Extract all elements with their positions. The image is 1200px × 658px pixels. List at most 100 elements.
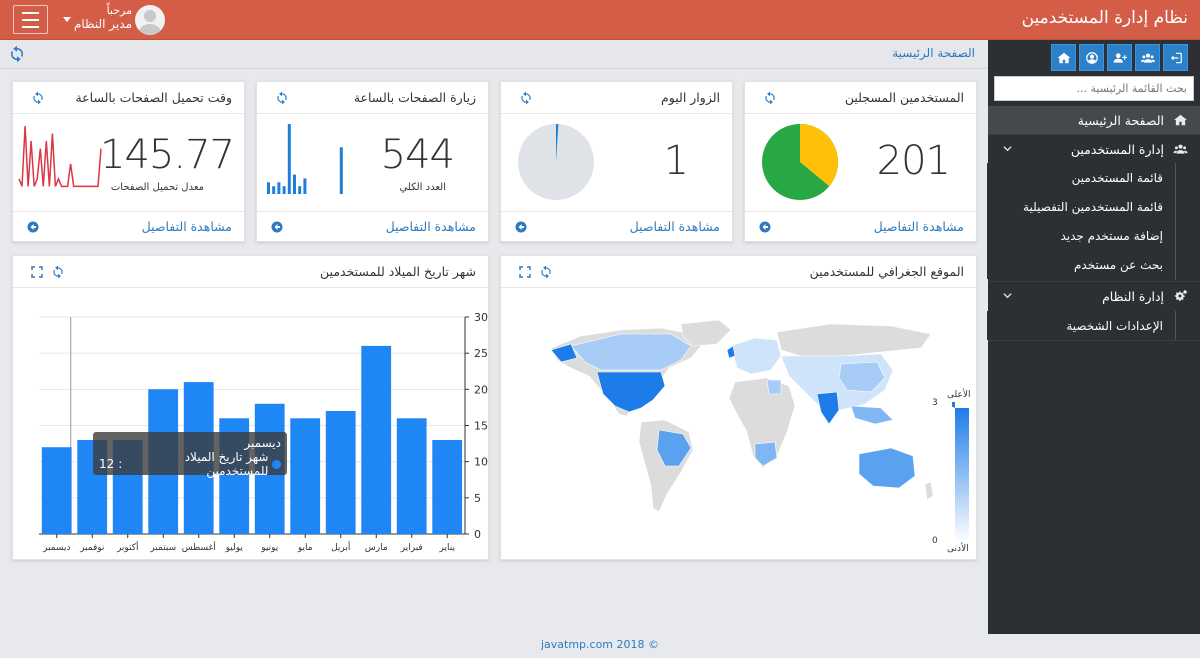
map-region-new-zealand[interactable] [924,481,934,501]
sidebar-subitem-search-user[interactable]: بحث عن مستخدم [987,250,1175,279]
menu-toggle-button[interactable] [13,5,48,34]
card-birth-month-chart: شهر تاريخ الميلاد للمستخدمين 0 5 10 15 20 25 3… [12,255,489,560]
view-details-link[interactable]: مشاهدة التفاصيل [629,219,720,234]
sidebar-subitem-settings[interactable]: الإعدادات الشخصية [987,311,1175,340]
user-menu[interactable]: مرحباً مدير النظام [62,5,166,35]
sidebar-subitem-add-user[interactable]: إضافة مستخدم جديد [987,221,1175,250]
legend-min-value: 0 [932,536,938,546]
view-details-link[interactable]: مشاهدة التفاصيل [141,219,232,234]
card-title: شهر تاريخ الميلاد للمستخدمين [320,264,476,279]
card-title: المستخدمين المسجلين [844,90,964,105]
bar[interactable] [290,418,321,534]
add-user-button[interactable] [1107,44,1132,71]
x-tick-label: سبتمبر [149,543,176,553]
bar[interactable] [361,345,392,534]
chevron-down-icon[interactable] [1003,144,1012,153]
sign-out-button[interactable] [1163,44,1188,71]
map-region-europe[interactable] [730,337,782,375]
expand-icon[interactable] [31,266,43,278]
sidebar-item-users[interactable]: إدارة المستخدمين [988,135,1200,163]
profile-button[interactable] [1079,44,1104,71]
view-details-link[interactable]: مشاهدة التفاصيل [385,219,476,234]
map-region-canada[interactable] [570,333,692,371]
breadcrumb[interactable]: الصفحة الرئيسية [892,46,975,60]
sign-out-icon [1170,52,1182,63]
user-name[interactable]: مدير النظام [73,17,132,31]
bar[interactable] [325,411,356,534]
card-value: 1 [663,138,689,184]
card-title: الزوار اليوم [661,90,720,105]
card-footer[interactable]: مشاهدة التفاصيل [501,211,732,241]
map-region-egypt[interactable] [766,379,782,395]
map-region-australia[interactable] [858,447,916,489]
caret-down-icon[interactable] [63,17,71,22]
breadcrumb-bar: الصفحة الرئيسية [0,40,988,69]
expand-icon[interactable] [519,266,531,278]
home-icon [1174,114,1187,126]
legend-max-value: 3 [932,398,938,408]
x-tick-label: أغسطس [182,541,216,553]
refresh-icon[interactable] [31,91,45,105]
sidebar-subitem-users-detailed[interactable]: قائمة المستخدمين التفصيلية [987,192,1175,221]
map-region-brazil[interactable] [656,429,692,467]
map-region-russia[interactable] [776,323,932,357]
refresh-icon[interactable] [763,91,777,105]
refresh-icon[interactable] [51,265,65,279]
map-region-uk[interactable] [726,345,736,359]
sidebar-item-label: إدارة المستخدمين [1070,141,1164,157]
card-footer[interactable]: مشاهدة التفاصيل [13,211,244,241]
users-button[interactable] [1135,44,1160,71]
bar[interactable] [432,440,463,534]
spark-bar [339,147,343,194]
spark-bar [303,178,307,194]
sidebar-item-system[interactable]: إدارة النظام [988,282,1200,310]
card-title: زيارة الصفحات بالساعة [353,90,476,105]
map-region-greenland[interactable] [680,319,732,347]
card-page-visits: زيارة الصفحات بالساعة 544 العدد الكلي مش… [256,81,489,242]
avatar[interactable] [135,5,165,35]
arrow-circle-left-icon[interactable] [27,221,39,233]
sidebar-search-input[interactable] [994,76,1194,101]
arrow-circle-left-icon[interactable] [759,221,771,233]
card-header: المستخدمين المسجلين [745,82,976,114]
chevron-down-icon[interactable] [1003,291,1012,300]
users-icon [1173,144,1188,154]
map-region-alaska[interactable] [550,343,578,363]
y-tick-label: 5 [474,492,481,505]
refresh-icon[interactable] [519,91,533,105]
refresh-icon[interactable] [539,265,553,279]
view-details-link[interactable]: مشاهدة التفاصيل [873,219,964,234]
map-region-china[interactable] [838,361,886,393]
card-header: الزوار اليوم [501,82,732,114]
card-footer[interactable]: مشاهدة التفاصيل [257,211,488,241]
chart-tooltip: ديسمبر شهر تاريخ الميلاد للمستخدمين:12 [93,432,287,478]
x-tick-label: ديسمبر [42,543,70,553]
card-value: 544 [380,132,455,178]
sidebar-item-home[interactable]: الصفحة الرئيسية [988,106,1200,134]
card-header: الموقع الجغرافي للمستخدمين [501,256,976,288]
x-tick-label: يونيو [260,543,279,553]
spark-bar [293,174,296,194]
card-footer[interactable]: مشاهدة التفاصيل [745,211,976,241]
refresh-icon[interactable] [275,91,289,105]
page-load-sparkline [18,125,102,188]
submenu-users: قائمة المستخدمين قائمة المستخدمين التفصي… [987,163,1176,280]
map-region-south-africa[interactable] [754,441,778,467]
top-navbar: نظام إدارة المستخدمين مرحباً مدير النظام [0,0,1200,40]
divider [988,340,1200,341]
arrow-circle-left-icon[interactable] [515,221,527,233]
spark-bar [277,182,281,194]
x-tick-label: يوليو [225,543,244,553]
bar[interactable] [396,418,427,534]
arrow-circle-left-icon[interactable] [271,221,283,233]
refresh-icon[interactable] [8,45,26,63]
map-region-india[interactable] [816,391,840,425]
bar[interactable] [41,447,72,534]
sidebar-subitem-users-list[interactable]: قائمة المستخدمين [987,163,1175,192]
app-title[interactable]: نظام إدارة المستخدمين [1021,8,1188,28]
submenu-system: الإعدادات الشخصية [987,311,1176,340]
map-region-usa[interactable] [596,371,666,413]
home-button[interactable] [1051,44,1076,71]
map-region-southeast-asia[interactable] [850,405,894,425]
card-value: 145.77 [100,132,235,178]
